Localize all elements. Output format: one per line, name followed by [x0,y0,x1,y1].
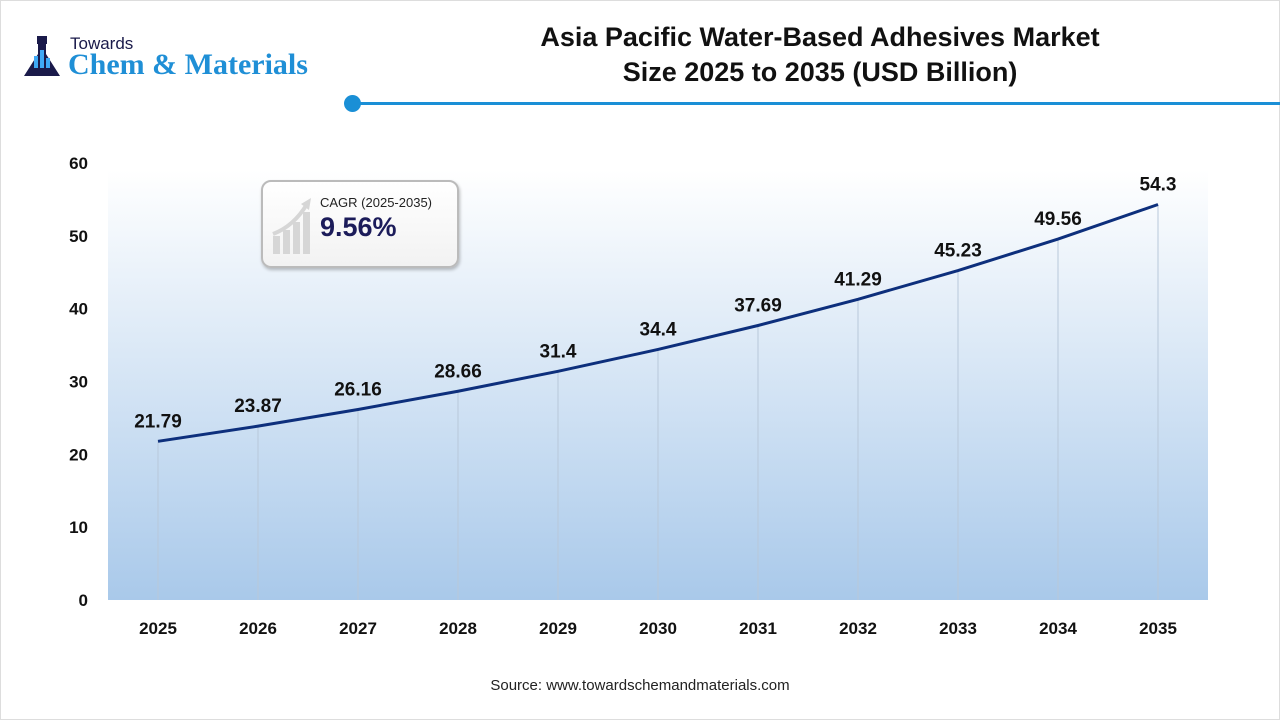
logo-line2: Chem & Materials [68,48,308,81]
data-label: 45.23 [934,241,982,262]
x-tick-label: 2033 [939,619,977,638]
x-tick-label: 2031 [739,619,777,638]
chart-title: Asia Pacific Water-Based Adhesives Marke… [460,20,1180,90]
logo-line1: Towards [70,34,134,53]
data-label: 28.66 [434,361,482,382]
y-tick-label: 40 [69,300,88,319]
title-line2: Size 2025 to 2035 (USD Billion) [622,57,1018,87]
x-tick-label: 2030 [639,619,677,638]
growth-chart-icon [272,198,311,254]
cagr-label: CAGR (2025-2035) [320,195,432,210]
cagr-box: CAGR (2025-2035) 9.56% [261,180,459,268]
flask-icon [24,36,60,76]
x-tick-label: 2028 [439,619,477,638]
data-label: 34.4 [640,319,677,340]
title-underline [353,102,1280,105]
series-line [157,203,1159,443]
y-tick-label: 50 [69,227,88,246]
x-tick-label: 2032 [839,619,877,638]
x-tick-label: 2034 [1039,619,1077,638]
data-label: 31.4 [540,341,577,362]
source-text: Source: www.towardschemandmaterials.com [490,677,790,694]
y-tick-label: 0 [79,591,88,610]
y-tick-label: 20 [69,445,88,464]
cagr-value: 9.56% [320,212,397,242]
x-tick-label: 2029 [539,619,577,638]
data-label: 23.87 [234,396,282,417]
data-label: 54.3 [1140,175,1177,196]
data-label: 41.29 [834,269,882,290]
title-line1: Asia Pacific Water-Based Adhesives Marke… [540,22,1100,52]
data-label: 21.79 [134,411,182,432]
data-label: 37.69 [734,295,782,316]
y-tick-label: 30 [69,373,88,392]
y-tick-label: 10 [69,518,88,537]
x-tick-label: 2027 [339,619,377,638]
data-label: 49.56 [1034,209,1082,230]
x-tick-label: 2025 [139,619,177,638]
x-tick-label: 2026 [239,619,277,638]
data-label: 26.16 [334,379,382,400]
title-dot [344,95,361,112]
y-tick-label: 60 [69,154,88,173]
x-tick-label: 2035 [1139,619,1177,638]
